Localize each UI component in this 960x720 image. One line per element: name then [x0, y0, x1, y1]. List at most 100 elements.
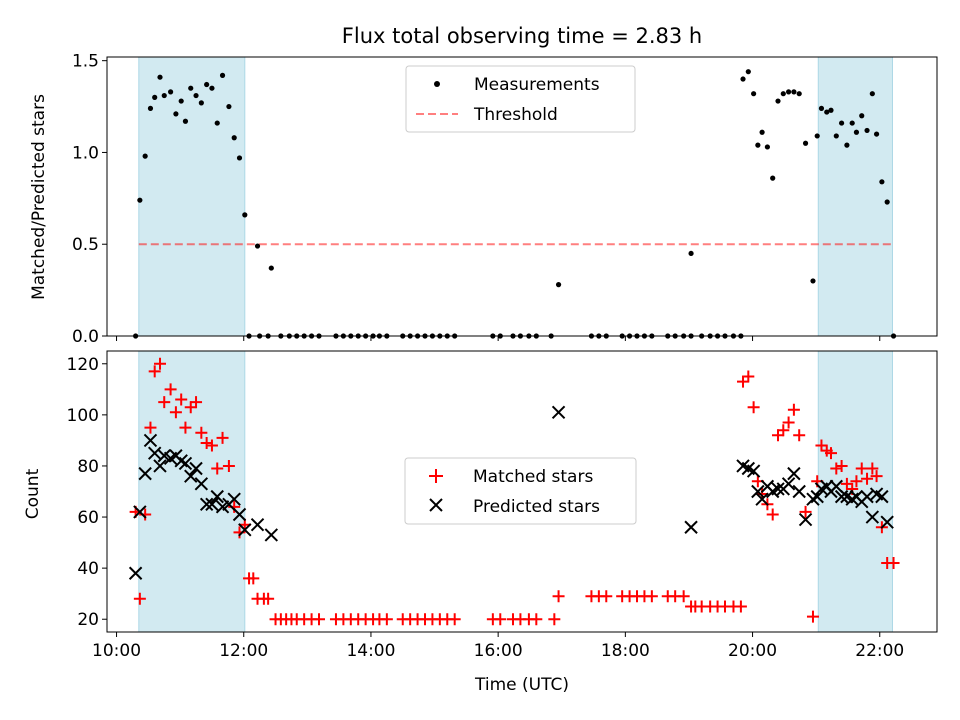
matched-star-point	[799, 505, 812, 518]
y-tick-label: 0.5	[72, 235, 99, 255]
y-tick-label: 60	[77, 508, 99, 528]
predicted-star-point	[238, 523, 252, 537]
measurement-point	[838, 120, 845, 126]
matched-star-point	[815, 439, 828, 452]
measurement-point	[161, 92, 167, 99]
matched-star-point	[530, 613, 543, 626]
matched-star-point	[747, 401, 760, 414]
y-tick-label: 1.0	[72, 143, 99, 163]
measurement-point	[844, 142, 850, 148]
matched-star-point	[870, 470, 883, 483]
measurement-point	[231, 135, 237, 141]
y-tick-label: 20	[77, 610, 99, 630]
predicted-star-point	[684, 520, 698, 534]
matched-star-point	[184, 401, 197, 414]
measurement-point	[751, 91, 757, 97]
predicted-star-point	[128, 566, 143, 580]
x-axis-label: Time (UTC)	[474, 675, 569, 695]
top-panel: 0.0 0.5 1.0 1.5 Matched/Predicted stars Mea…	[29, 52, 938, 347]
measurement-point	[853, 129, 860, 135]
measurement-point	[204, 81, 210, 88]
measurement-point	[268, 265, 274, 271]
measurement-point	[802, 140, 809, 146]
measurement-point	[814, 133, 820, 139]
matched-star-point	[855, 462, 868, 475]
y-tick-label: 100	[67, 406, 99, 426]
predicted-star-point	[746, 464, 761, 478]
y-tick-label: 80	[77, 457, 99, 477]
measurement-point	[828, 107, 834, 113]
matched-star-point	[835, 459, 848, 472]
top-legend: Measurements Threshold	[405, 65, 636, 133]
predicted-star-point	[194, 477, 209, 491]
top-axes-frame	[106, 56, 938, 337]
x-tick-label: 14:00	[346, 641, 395, 661]
predicted-star-point	[875, 489, 889, 504]
matched-star-point	[222, 459, 235, 472]
measurement-point	[198, 100, 204, 106]
measurement-point	[755, 142, 761, 148]
measurement-point	[142, 153, 148, 159]
legend-measurements-label: Measurements	[474, 75, 600, 95]
measurement-point	[859, 113, 865, 119]
predicted-star-point	[781, 477, 796, 491]
measurement-point	[759, 129, 765, 135]
matched-star-point	[861, 472, 874, 485]
predicted-star-point	[806, 492, 820, 506]
matched-star-point	[734, 600, 747, 613]
predicted-star-point	[792, 484, 806, 499]
matched-star-point	[787, 403, 800, 416]
predicted-star-point	[199, 497, 214, 511]
y-tick-label: 1.5	[72, 52, 99, 72]
measurement-point	[770, 175, 776, 181]
predicted-star-point	[184, 469, 198, 483]
measurement-point	[873, 131, 880, 137]
matched-star-point	[205, 439, 218, 452]
matched-star-point	[195, 426, 208, 439]
predicted-star-point	[153, 459, 167, 473]
matched-star-point	[216, 431, 229, 444]
matched-star-point	[211, 462, 224, 475]
matched-star-point	[600, 590, 613, 603]
matched-star-point	[262, 592, 275, 605]
legend-threshold-label: Threshold	[473, 105, 558, 125]
bottom-axes-frame	[106, 350, 938, 633]
count-points	[128, 357, 900, 626]
measurement-point	[791, 89, 797, 95]
measurement-point	[764, 144, 770, 150]
x-tick-label: 22:00	[855, 641, 904, 661]
predicted-star-point	[798, 512, 813, 527]
legend-predicted-marker	[429, 498, 443, 512]
predicted-star-point	[755, 492, 769, 506]
legend-predicted-label: Predicted stars	[473, 497, 600, 517]
matched-star-point	[677, 590, 690, 603]
matched-star-point	[169, 406, 182, 419]
x-tick-label: 18:00	[601, 641, 650, 661]
top-shaded-regions	[138, 56, 893, 337]
matched-star-point	[148, 365, 161, 378]
matched-star-point	[742, 370, 755, 383]
measurement-point	[152, 94, 158, 100]
measurement-point	[226, 103, 232, 110]
measurement-point	[178, 98, 184, 104]
predicted-star-point	[829, 479, 844, 494]
measurement-point	[236, 155, 243, 161]
matched-star-point	[313, 613, 326, 626]
matched-star-point	[190, 396, 203, 409]
matched-star-point	[448, 613, 461, 626]
predicted-star-point	[133, 505, 147, 519]
matched-star-point	[840, 477, 853, 490]
measurement-point	[775, 98, 781, 104]
predicted-star-point	[787, 466, 801, 481]
predicted-star-point	[138, 466, 152, 481]
measurement-point	[810, 278, 816, 284]
predicted-star-point	[178, 456, 193, 471]
predicted-star-point	[147, 446, 162, 460]
measurement-point	[193, 92, 199, 99]
matched-star-point	[887, 557, 900, 570]
y-tick-label: 120	[67, 355, 99, 375]
matched-star-point	[247, 572, 260, 585]
measurement-point	[242, 212, 248, 218]
predicted-star-point	[880, 515, 894, 529]
matched-star-point	[806, 610, 819, 623]
